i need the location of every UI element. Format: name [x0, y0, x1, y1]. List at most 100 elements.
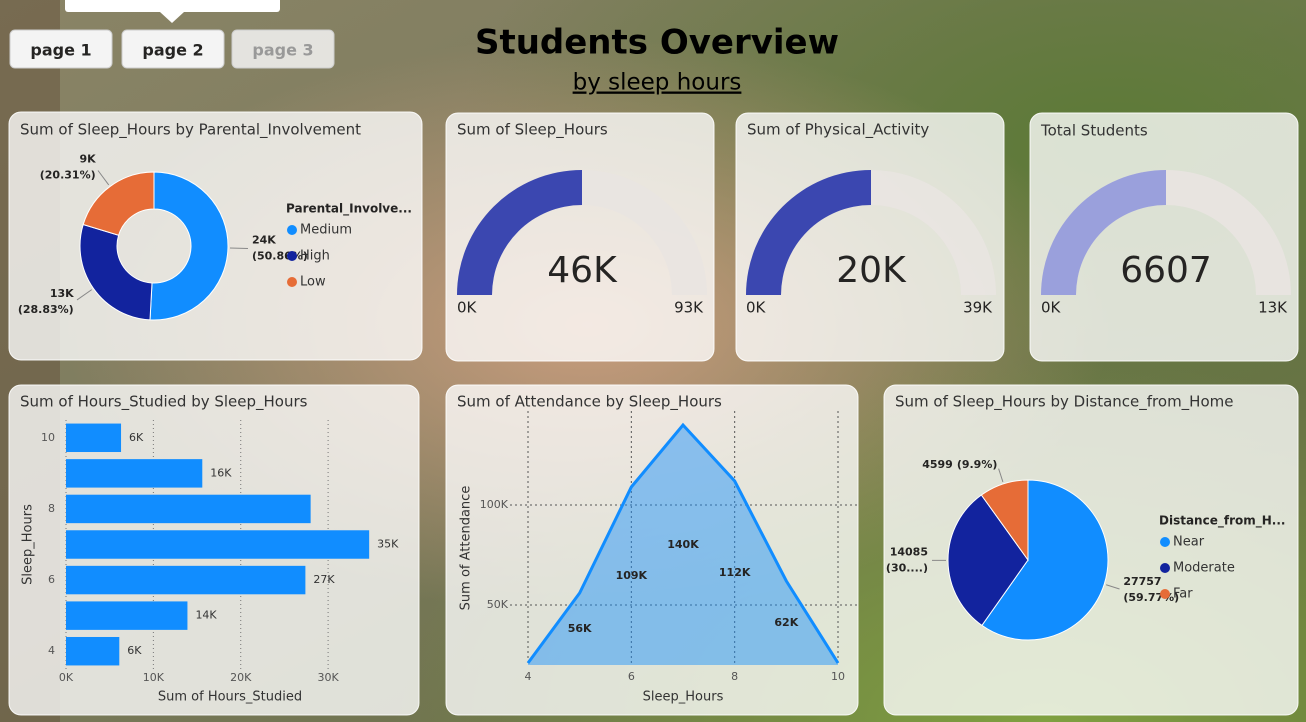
y-tick-label: 100K — [480, 498, 509, 511]
chart-title: Sum of Attendance by Sleep_Hours — [457, 393, 722, 412]
gauge-value — [746, 170, 871, 295]
data-label-share: (9.9%) — [957, 458, 998, 471]
gauge-value-label: 20K — [836, 250, 907, 291]
card — [1029, 112, 1299, 362]
legend-label: Low — [300, 275, 326, 290]
page-subtitle: by sleep hours — [573, 70, 742, 96]
data-label: 27K — [313, 573, 335, 586]
data-label-value: 27757 — [1123, 575, 1161, 588]
x-tick-label: 20K — [230, 671, 252, 684]
data-label: 14K — [195, 609, 217, 622]
slice — [79, 223, 153, 321]
x-tick-label: 6 — [628, 670, 635, 683]
slice — [947, 494, 1029, 627]
nav: page 1 page 2 page 3 — [9, 29, 335, 69]
x-tick-label: 8 — [731, 670, 738, 683]
x-axis-title: Sleep_Hours — [643, 690, 724, 705]
data-label: 4599 (9.9%) — [922, 458, 997, 471]
bar — [66, 530, 370, 559]
chart-title: Sum of Sleep_Hours by Distance_from_Home — [895, 393, 1233, 412]
data-label-share: (30....) — [886, 561, 928, 574]
data-label: 35K — [377, 538, 399, 551]
chart-title: Sum of Sleep_Hours by Parental_Involveme… — [20, 121, 361, 140]
legend-marker — [287, 225, 297, 235]
x-axis-title: Sum of Hours_Studied — [158, 690, 302, 705]
legend-marker — [287, 277, 297, 287]
x-tick-label: 10K — [143, 671, 165, 684]
legend-label: High — [300, 249, 330, 264]
data-label-value: 24K — [252, 234, 276, 247]
nav-button[interactable] — [121, 29, 225, 69]
bar — [66, 636, 120, 666]
legend-marker — [1160, 589, 1170, 599]
tooltip-box — [65, 0, 280, 12]
gauge-value — [1041, 170, 1166, 295]
gauge-min-label: 0K — [457, 299, 478, 317]
data-label: 13K (28.83%) — [18, 287, 74, 316]
slice — [82, 171, 155, 236]
data-label-value: 4599 — [922, 458, 953, 471]
legend-label: Far — [1173, 587, 1193, 602]
nav-button[interactable] — [9, 29, 113, 69]
legend-marker — [1160, 563, 1170, 573]
nav-label[interactable]: page 2 — [142, 41, 203, 60]
page-title: Students Overview — [475, 23, 839, 63]
area-line — [526, 422, 840, 664]
nav-label[interactable]: page 3 — [252, 41, 313, 60]
x-tick-label: 0K — [59, 671, 74, 684]
gauge-value-label: 46K — [547, 250, 618, 291]
data-label: 16K — [210, 466, 232, 479]
data-label: 62K — [774, 616, 798, 629]
data-label-share: (28.83%) — [18, 303, 74, 316]
gauge-value — [457, 170, 582, 295]
data-label: 14085 (30....) — [886, 545, 928, 574]
y-tick-label: 4 — [48, 644, 55, 657]
bar — [66, 601, 188, 630]
slice — [981, 479, 1109, 641]
bar — [66, 494, 311, 524]
gauge-max-label: 93K — [674, 299, 704, 317]
data-label-share: (59.77%) — [1123, 591, 1179, 604]
leader-line — [1106, 584, 1120, 590]
area-fill — [528, 425, 838, 665]
data-label-share: (20.31%) — [40, 168, 96, 181]
gauge-min-label: 0K — [1041, 299, 1062, 317]
legend-label: Near — [1173, 535, 1205, 550]
leader-line — [97, 170, 110, 186]
data-label: 6K — [127, 644, 142, 657]
card — [445, 112, 715, 362]
data-label-value: 9K — [79, 152, 96, 165]
nav-label[interactable]: page 1 — [30, 41, 91, 60]
legend-marker — [287, 251, 297, 261]
bar — [66, 423, 122, 453]
y-tick-label: 8 — [48, 502, 55, 515]
y-axis-title: Sum of Attendance — [459, 486, 474, 611]
legend-label: Medium — [300, 223, 352, 238]
card — [735, 112, 1005, 362]
chart-title: Sum of Hours_Studied by Sleep_Hours — [20, 393, 308, 412]
chart-title: Total Students — [1040, 122, 1148, 140]
data-label: 140K — [667, 538, 699, 551]
y-tick-label: 6 — [48, 573, 55, 586]
legend-title: Parental_Involve... — [286, 202, 412, 217]
gauge-value-label: 6607 — [1120, 250, 1212, 291]
slice — [149, 171, 229, 321]
y-tick-label: 50K — [487, 598, 509, 611]
y-axis-title: Sleep_Hours — [21, 504, 36, 585]
data-label: 112K — [719, 566, 751, 579]
bar — [66, 565, 306, 595]
data-label: 56K — [568, 622, 592, 635]
bar — [66, 459, 203, 488]
data-label-value: 13K — [50, 287, 74, 300]
data-label: 6K — [129, 431, 144, 444]
gauge-min-label: 0K — [746, 299, 767, 317]
tooltip-pointer — [160, 12, 184, 23]
data-label: 9K (20.31%) — [40, 152, 96, 181]
nav-button[interactable] — [231, 29, 335, 69]
gauge-max-label: 39K — [963, 299, 993, 317]
y-tick-label: 10 — [41, 431, 55, 444]
data-label-value: 14085 — [890, 545, 928, 558]
x-tick-label: 4 — [525, 670, 532, 683]
gauge-max-label: 13K — [1258, 299, 1288, 317]
